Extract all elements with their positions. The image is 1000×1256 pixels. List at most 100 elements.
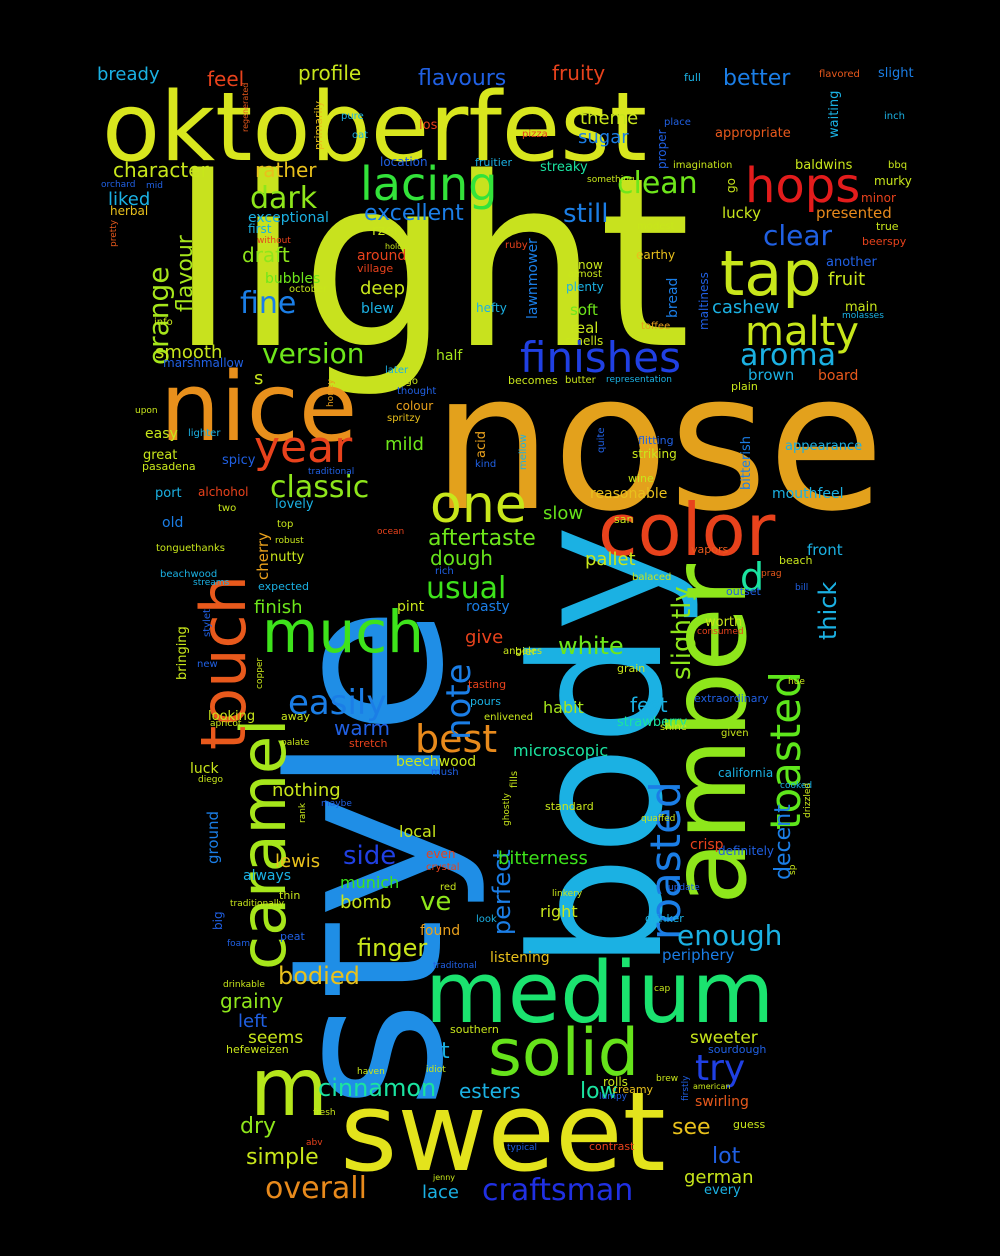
cloud-word-lovely: lovely (275, 497, 314, 512)
cloud-word-right: right (540, 902, 578, 921)
cloud-word-soft: soft (570, 301, 598, 319)
cloud-word-thought: thought (397, 386, 436, 397)
cloud-word-wine: wine (628, 472, 654, 485)
cloud-word-periphery: periphery (662, 946, 735, 964)
cloud-word-quaffed: quaffed (641, 814, 675, 824)
cloud-word-jenny: jenny (432, 1173, 455, 1182)
cloud-word-mild: mild (385, 434, 424, 455)
cloud-word-smooth: smooth (155, 342, 222, 363)
cloud-word-finger: finger (357, 934, 427, 962)
cloud-word-bodied: bodied (278, 962, 360, 990)
cloud-word-update: update (668, 883, 700, 893)
cloud-word-toffee: toffee (641, 321, 670, 332)
cloud-word-streams: streams (193, 578, 230, 588)
cloud-word-microscopic: microscopic (513, 741, 608, 760)
cloud-word-better: better (723, 66, 791, 91)
cloud-word-alchohol: alchohol (198, 485, 249, 499)
cloud-word-traditional: traditional (308, 467, 354, 477)
cloud-word-vapors: vapors (691, 543, 728, 556)
cloud-word-maltiness: maltiness (697, 272, 711, 330)
cloud-word-stylet: stylet (202, 609, 213, 637)
cloud-word-plenty: plenty (566, 280, 604, 294)
cloud-word-two: two (218, 503, 236, 514)
cloud-word-lacing: lacing (360, 157, 497, 211)
cloud-word-crystal: crystal (426, 862, 460, 873)
cloud-word-full: full (684, 71, 701, 84)
cloud-word-solid: solid (488, 1016, 639, 1091)
cloud-word-character: character (113, 158, 210, 182)
cloud-word-marshmallow: marshmallow (163, 356, 244, 370)
cloud-word-grainy: grainy (220, 989, 283, 1013)
cloud-word-beach: beach (779, 554, 813, 567)
cloud-word-appearance: appearance (785, 439, 862, 454)
cloud-word-dry: dry (240, 1114, 276, 1139)
cloud-word-bringing: bringing (175, 626, 190, 680)
cloud-word-pasadena: pasadena (142, 460, 196, 473)
cloud-word-regenerated: regenerated (241, 83, 250, 132)
cloud-word-sp: sp (788, 864, 798, 875)
cloud-word-version: version (262, 337, 365, 370)
cloud-word-lawnmower: lawnmower (525, 238, 541, 319)
cloud-word-pure: pure (341, 111, 364, 122)
cloud-word-real: real (570, 319, 598, 337)
cloud-word-expected: expected (258, 580, 309, 593)
cloud-word-listening: listening (490, 950, 550, 966)
cloud-word-left: left (238, 1011, 267, 1032)
cloud-word-southern: southern (450, 1023, 499, 1036)
cloud-word-main: main (845, 300, 877, 315)
cloud-word-los: los (419, 118, 438, 133)
cloud-word-pours: pours (470, 695, 501, 708)
cloud-word-herbal: herbal (110, 204, 148, 218)
cloud-word-ruby: ruby (505, 240, 528, 251)
cloud-word-red: red (440, 882, 456, 893)
cloud-word-beerspy: beerspy (862, 235, 907, 248)
cloud-word-pallet: pallet (585, 549, 636, 570)
cloud-word-slow: slow (543, 503, 583, 524)
cloud-word-big: big (211, 911, 225, 930)
cloud-word-profile: profile (298, 61, 361, 85)
cloud-word-oktoberfest: oktoberfest (102, 73, 647, 183)
cloud-word-murky: murky (874, 174, 912, 188)
cloud-word-worth: worth (705, 615, 742, 630)
cloud-word-balaced: balaced (632, 572, 671, 583)
cloud-word-haven: haven (357, 1067, 385, 1077)
cloud-word-go: go (724, 178, 738, 193)
cloud-word-becomes: becomes (508, 374, 558, 387)
cloud-word-t: t (441, 1039, 450, 1064)
cloud-word-dark: dark (250, 181, 318, 216)
cloud-word-tap: tap (720, 237, 822, 310)
cloud-word-look: look (476, 914, 497, 925)
cloud-word-overall: overall (265, 1171, 367, 1206)
cloud-word-orchard: orchard (101, 180, 135, 190)
cloud-word-presented: presented (816, 204, 892, 222)
cloud-word-every: every (704, 1183, 741, 1198)
cloud-word-clean: clean (617, 166, 698, 201)
cloud-word-classic: classic (270, 470, 369, 505)
cloud-word-d: d (740, 555, 764, 599)
cloud-word-maybe: maybe (321, 799, 352, 809)
cloud-word-enlivened: enlivened (484, 712, 533, 723)
cloud-word-without: without (257, 236, 291, 246)
cloud-word-usual: usual (426, 571, 506, 606)
cloud-word-earthy: earthy (636, 248, 675, 262)
cloud-word-san: san (614, 513, 633, 526)
cloud-word-light: light (170, 128, 691, 401)
cloud-word-sweet: sweet (340, 1068, 666, 1196)
cloud-word-stretch: stretch (349, 737, 387, 750)
cloud-word-fruity: fruity (552, 61, 605, 85)
cloud-word-location: location (380, 155, 428, 169)
cloud-word-best: best (415, 717, 497, 761)
cloud-word-reasonable: reasonable (590, 486, 667, 502)
cloud-word-cherry: cherry (254, 532, 272, 580)
cloud-word-bitterish: bitterish (739, 436, 754, 490)
cloud-word-touch: touch (187, 575, 260, 750)
cloud-word-colour: colour (396, 399, 433, 413)
cloud-word-traditionally: traditionally (230, 899, 285, 909)
cloud-word-bbq: bbq (888, 160, 907, 171)
cloud-word-american: american (693, 1082, 731, 1091)
cloud-word-grain: grain (617, 662, 645, 675)
cloud-word-imagination: imagination (673, 160, 732, 171)
cloud-word-even: even (426, 847, 455, 861)
cloud-word-looking: looking (208, 709, 255, 724)
cloud-word-fruit: fruit (828, 269, 865, 290)
